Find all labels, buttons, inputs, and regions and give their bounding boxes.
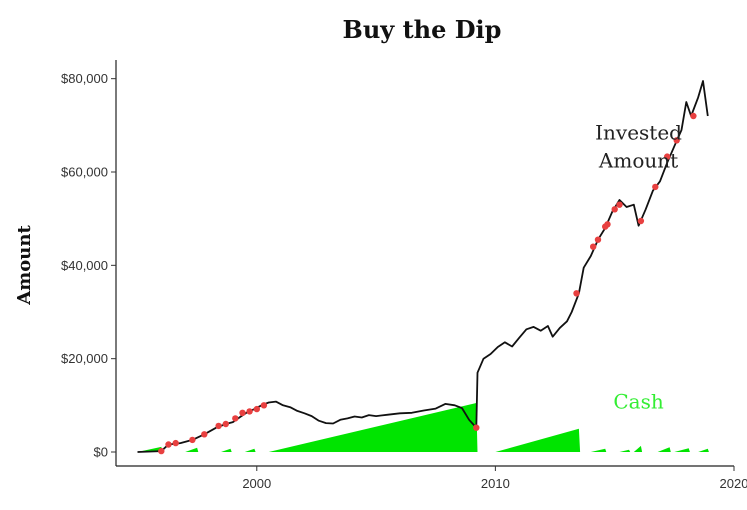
buy-point bbox=[239, 409, 246, 416]
buy-point bbox=[189, 436, 196, 444]
y-tick-label: $0 bbox=[94, 445, 108, 460]
buy-point bbox=[165, 441, 172, 448]
x-tick-label: 2020 bbox=[720, 476, 747, 491]
buy-point bbox=[201, 431, 208, 438]
annotation-label: Amount bbox=[598, 148, 678, 172]
x-tick-label: 2010 bbox=[481, 476, 510, 491]
buy-point bbox=[652, 183, 659, 191]
buy-point bbox=[604, 221, 611, 228]
y-tick-label: $20,000 bbox=[61, 351, 108, 366]
buy-point bbox=[253, 405, 260, 413]
buy-point bbox=[611, 206, 618, 213]
y-tick-label: $40,000 bbox=[61, 258, 108, 273]
buy-point bbox=[172, 439, 179, 447]
x-tick-label: 2000 bbox=[242, 476, 271, 491]
buy-point bbox=[637, 217, 645, 225]
buy-point bbox=[573, 290, 580, 297]
buy-point bbox=[260, 402, 268, 409]
buy-point bbox=[246, 408, 253, 415]
y-tick-label: $80,000 bbox=[61, 71, 108, 86]
chart-title: Buy the Dip bbox=[343, 15, 502, 44]
buy-point bbox=[222, 420, 229, 428]
buy-point bbox=[616, 201, 623, 208]
annotation-label: Cash bbox=[613, 390, 663, 414]
buy-point bbox=[673, 137, 680, 144]
plot-area: $0 $20,000 $40,000 $60,000 $80,000 2000 2010 20… bbox=[61, 60, 747, 491]
buy-point bbox=[664, 153, 671, 160]
y-axis-label: Amount bbox=[14, 225, 35, 306]
cash-area bbox=[137, 403, 709, 452]
buy-point bbox=[215, 422, 222, 430]
y-tick-label: $60,000 bbox=[61, 165, 108, 180]
buy-point bbox=[232, 415, 239, 422]
buy-point bbox=[590, 243, 597, 250]
buy-point bbox=[690, 112, 697, 120]
buy-point bbox=[473, 424, 480, 431]
annotation-label: Invested bbox=[595, 120, 682, 144]
buy-point bbox=[594, 236, 602, 243]
buy-point bbox=[158, 447, 165, 455]
